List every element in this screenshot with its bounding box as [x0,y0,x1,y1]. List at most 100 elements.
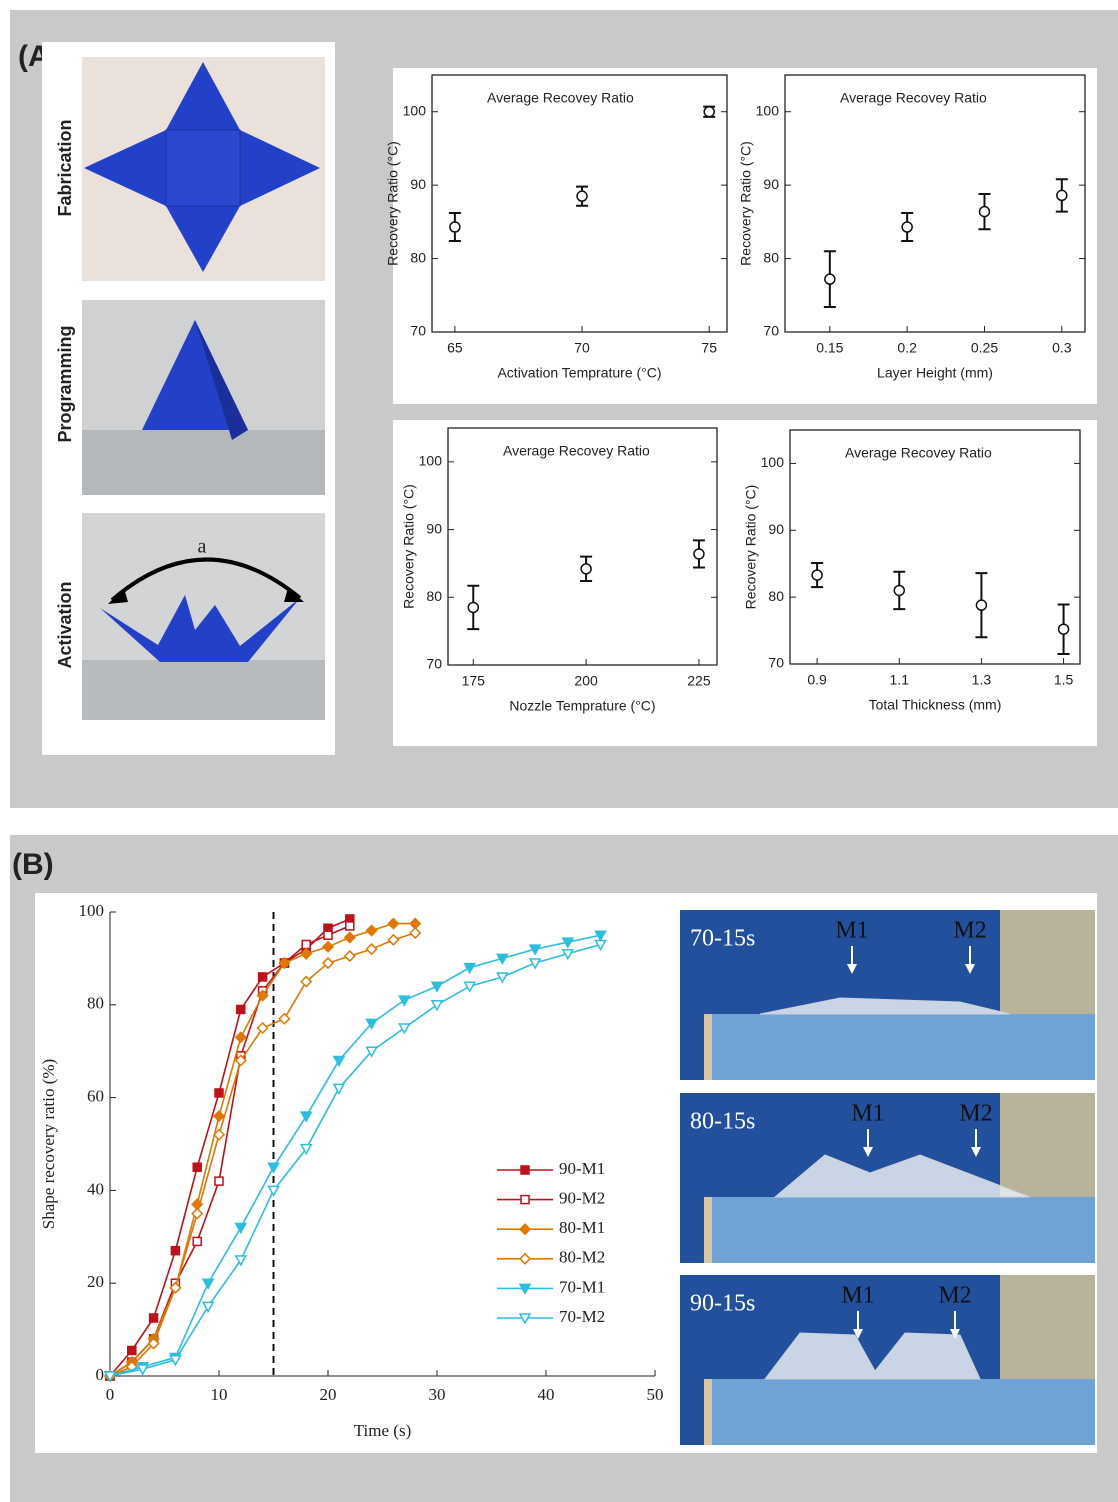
platform [708,1197,1095,1263]
y-tick-label: 80 [410,249,426,265]
step-label: Activation [55,581,75,668]
step-label: Fabrication [55,119,75,216]
x-tick-label: 0.2 [897,340,917,356]
y-tick-label: 0 [96,1365,105,1384]
data-point [302,940,310,948]
legend-label: 80-M2 [559,1248,605,1267]
y-tick-label: 80 [763,249,779,265]
x-tick-label: 0 [106,1385,115,1404]
marker-label: M2 [959,1101,992,1127]
x-tick-label: 200 [574,673,598,689]
marker-label: M1 [841,1283,874,1309]
ruler [1000,910,1095,1020]
data-point [894,585,904,595]
legend-label: 70-M2 [559,1307,605,1326]
legend-label: 90-M2 [559,1189,605,1208]
data-point [215,1177,223,1185]
ruler [1000,1275,1095,1385]
data-point [215,1089,223,1097]
data-point [976,600,986,610]
ruler [1000,1093,1095,1203]
data-point [577,191,587,201]
data-point [193,1237,201,1245]
data-point [128,1346,136,1354]
x-tick-label: 0.9 [807,672,827,688]
test-label: 70-15s [690,926,755,952]
x-axis-label: Time (s) [354,1421,411,1440]
platform-edge [704,1014,712,1080]
panel-label: (B) [12,848,54,881]
x-tick-label: 1.1 [890,672,910,688]
legend-marker [521,1196,529,1204]
platform-edge [704,1197,712,1263]
x-tick-label: 70 [574,340,590,356]
data-point [237,1005,245,1013]
y-tick-label: 70 [768,655,784,671]
x-tick-label: 30 [429,1385,446,1404]
test-label: 80-15s [690,1109,755,1135]
y-tick-label: 100 [756,102,780,118]
x-tick-label: 175 [462,673,486,689]
chart-title: Average Recovey Ratio [487,90,634,106]
data-point [902,222,912,232]
y-tick-label: 80 [426,588,442,604]
chart-title: Average Recovey Ratio [845,445,992,461]
y-axis-label: Recovery Ratio (°C) [385,141,401,266]
y-tick-label: 90 [763,176,779,192]
photo [82,660,325,720]
x-axis-label: Total Thickness (mm) [869,697,1002,713]
data-point [150,1314,158,1322]
figure: (A) (B) Fabrication Programming a Activa… [0,0,1118,1502]
y-tick-label: 100 [403,102,427,118]
y-tick-label: 70 [763,323,779,339]
y-tick-label: 70 [426,656,442,672]
x-tick-label: 0.25 [971,340,998,356]
platform-edge [704,1379,712,1445]
marker-label: M2 [938,1283,971,1309]
x-tick-label: 50 [647,1385,664,1404]
chart-title: Average Recovey Ratio [503,443,650,459]
shape [166,130,240,206]
x-axis-label: Activation Temprature (°C) [497,365,661,381]
platform [708,1014,1095,1080]
data-point [694,549,704,559]
x-tick-label: 40 [538,1385,555,1404]
x-tick-label: 75 [701,340,717,356]
data-point [171,1247,179,1255]
y-tick-label: 100 [761,454,785,470]
platform [708,1379,1095,1445]
data-point [812,570,822,580]
x-axis-label: Layer Height (mm) [877,365,993,381]
x-tick-label: 65 [447,340,463,356]
y-tick-label: 80 [768,588,784,604]
data-point [193,1163,201,1171]
data-point [346,922,354,930]
y-tick-label: 100 [419,453,443,469]
y-tick-label: 90 [768,521,784,537]
x-tick-label: 20 [320,1385,337,1404]
x-axis-label: Nozzle Temprature (°C) [509,698,655,714]
y-tick-label: 90 [410,176,426,192]
y-tick-label: 100 [79,901,105,920]
y-axis-label: Recovery Ratio (°C) [401,484,417,609]
legend-label: 90-M1 [559,1159,605,1178]
test-label: 90-15s [690,1291,755,1317]
data-point [704,107,714,117]
y-tick-label: 20 [87,1272,104,1291]
x-tick-label: 225 [687,673,711,689]
y-tick-label: 40 [87,1179,104,1198]
data-point [581,564,591,574]
x-tick-label: 0.3 [1052,340,1072,356]
legend-label: 70-M1 [559,1277,605,1296]
data-point [825,274,835,284]
y-tick-label: 80 [87,994,104,1013]
data-point [259,973,267,981]
y-axis-label: Recovery Ratio (°C) [743,485,759,610]
data-point [468,602,478,612]
step-label: Programming [55,325,75,442]
chart-title: Average Recovey Ratio [840,90,987,106]
y-tick-label: 90 [426,520,442,536]
y-tick-label: 60 [87,1087,104,1106]
data-point [324,931,332,939]
